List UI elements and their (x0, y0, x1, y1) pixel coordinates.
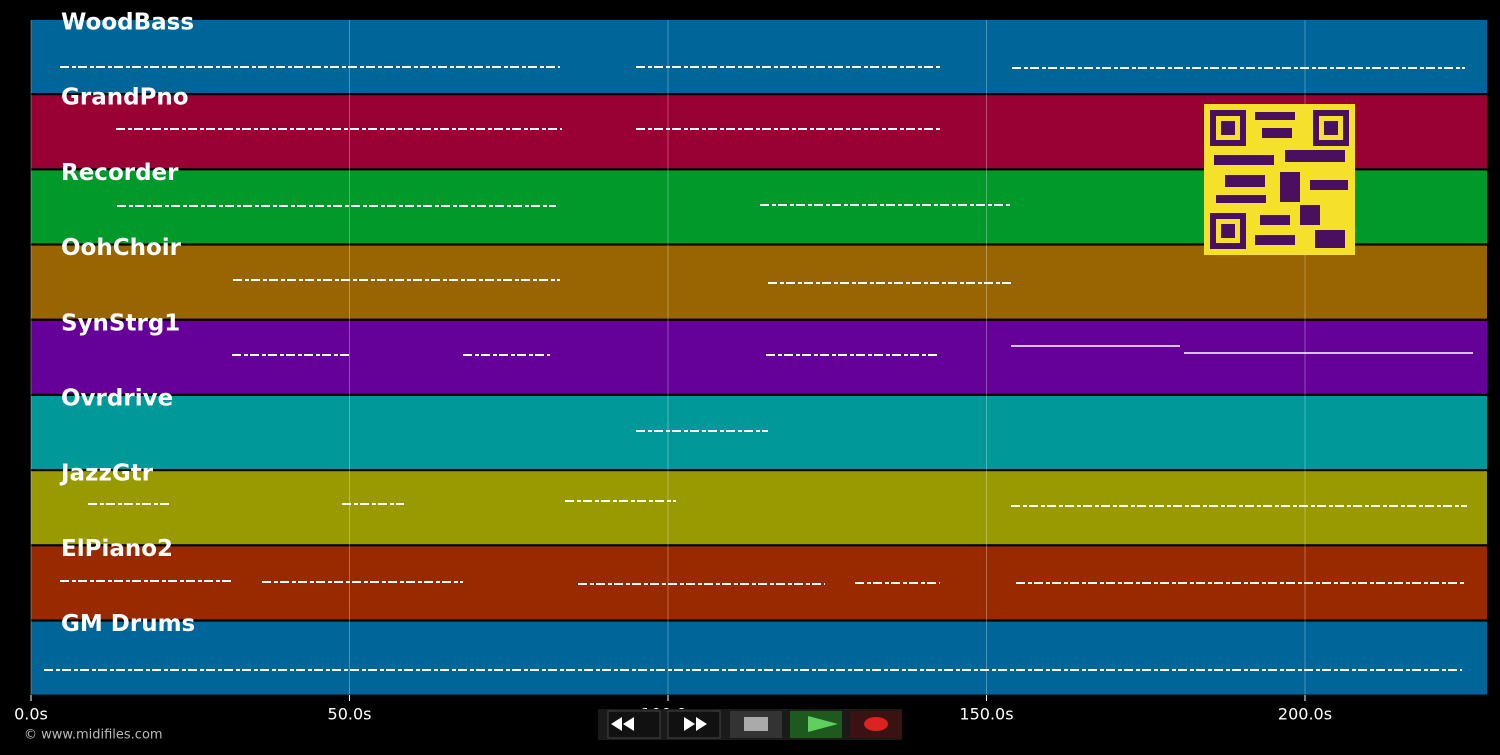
tick-label: 50.0s (328, 705, 372, 724)
tick-label: 0.0s (14, 705, 48, 724)
notes (44, 66, 1473, 671)
transport-controls (598, 709, 902, 740)
track-band (31, 320, 1487, 394)
tick-label: 200.0s (1278, 705, 1332, 724)
stop-button[interactable] (730, 711, 782, 738)
tick-label: 150.0s (959, 705, 1013, 724)
track-name: GrandPno (61, 85, 189, 111)
track-band (31, 245, 1487, 319)
rewind-button[interactable] (607, 710, 661, 739)
track-band (31, 396, 1487, 469)
qr-code (1204, 104, 1355, 255)
record-button[interactable] (850, 711, 902, 738)
track-band (31, 621, 1487, 695)
track-name: ElPiano2 (61, 536, 173, 562)
track-name: WoodBass (61, 10, 194, 36)
track-band (31, 471, 1487, 545)
play-button[interactable] (790, 711, 842, 738)
track-name: Recorder (61, 160, 179, 186)
track-name: SynStrg1 (61, 310, 180, 336)
track-name: GM Drums (61, 611, 195, 637)
track-name: OohChoir (61, 235, 182, 261)
track-band (31, 20, 1487, 93)
fast-forward-button[interactable] (667, 710, 721, 739)
track-name: JazzGtr (59, 461, 154, 487)
footer: © www.midifiles.com (24, 728, 163, 743)
track-name: Ovrdrive (61, 386, 173, 412)
